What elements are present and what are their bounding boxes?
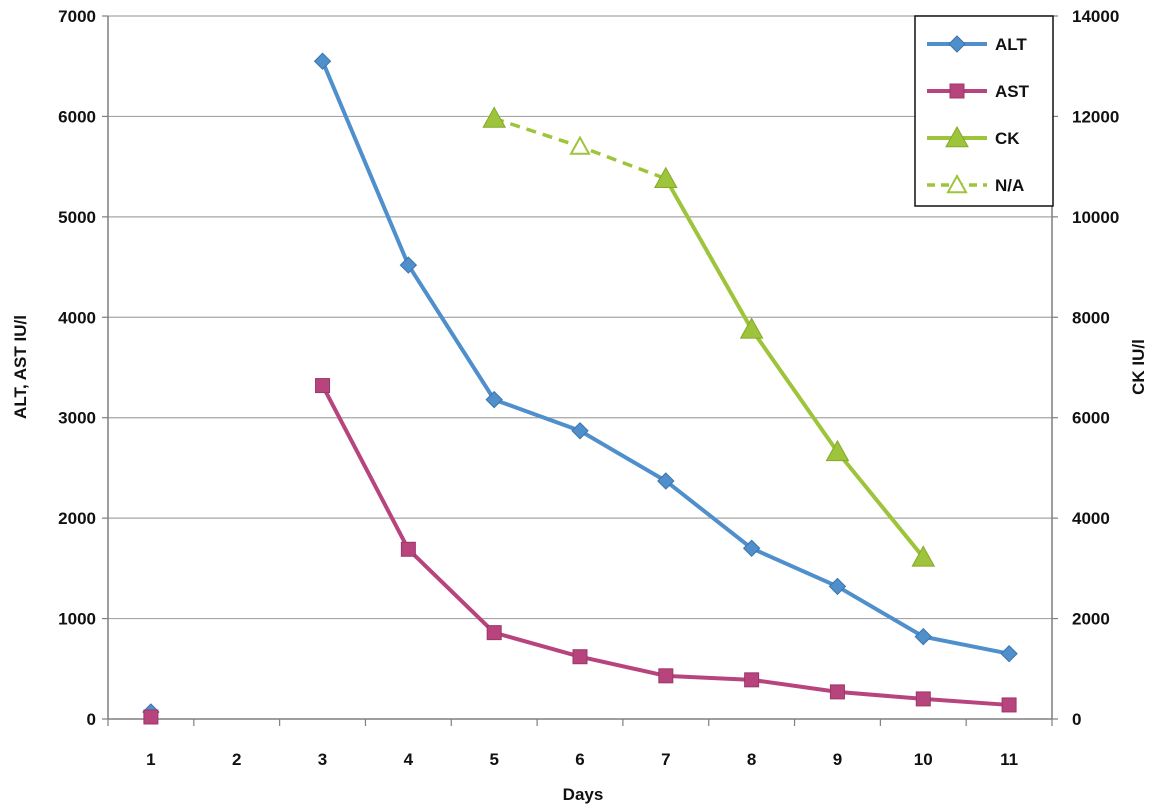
x-axis-label: Days [563,785,604,804]
data-point-alt-10 [914,627,932,646]
legend-label-ast: AST [995,82,1030,101]
data-point-alt-7 [657,472,675,490]
tick-label-x-10: 10 [914,750,933,769]
data-point-alt-3 [313,52,332,70]
tick-label-x-1: 1 [146,750,155,769]
axes [107,16,1053,720]
data-point-ast-5 [486,625,502,641]
tick-label-right-8000: 8000 [1072,308,1110,327]
grid-lines [108,15,1052,620]
data-point-alt-4 [399,256,418,274]
tick-label-left-0: 0 [87,710,96,729]
tick-label-right-10000: 10000 [1072,208,1119,227]
data-point-ast-8 [744,672,760,688]
data-point-ck-10 [911,545,936,567]
tick-label-left-6000: 6000 [58,107,96,126]
data-point-ast-4 [400,541,416,557]
legend-label-alt: ALT [995,35,1027,54]
y-axis-label-right: CK IU/l [1129,339,1148,395]
legend-box [914,15,1054,207]
data-point-ast-7 [658,668,674,684]
data-point-ast-1 [143,709,159,725]
right-axis-ticks: 0 2000 4000 6000 8000 10000 12000 14000 [1052,7,1119,729]
tick-label-x-5: 5 [489,750,498,769]
legend-marker-ast [949,83,965,99]
left-axis-ticks: 0 1000 2000 3000 4000 5000 6000 7000 [58,7,108,729]
tick-label-x-4: 4 [404,750,414,769]
data-point-na-6 [569,135,591,155]
data-point-ast-10 [915,691,931,707]
series-line-ast-0 [320,383,1012,707]
tick-label-left-5000: 5000 [58,208,96,227]
tick-label-x-9: 9 [833,750,842,769]
tick-label-left-1000: 1000 [58,610,96,629]
legend-label-ck: CK [995,129,1020,148]
data-point-ast-11 [1001,697,1017,713]
data-point-ck-9 [825,439,850,462]
tick-label-right-12000: 12000 [1072,107,1119,126]
data-point-ck-8 [739,317,764,339]
series-markers [142,52,1018,725]
legend-marker-ck [945,125,969,148]
tick-label-x-11: 11 [1000,750,1018,769]
x-axis-ticks: 1 2 3 4 5 6 7 8 9 10 11 [107,719,1053,769]
tick-label-left-2000: 2000 [58,509,96,528]
tick-label-left-3000: 3000 [58,409,96,428]
data-point-ck-7 [653,166,678,188]
y-axis-label-left: ALT, AST IU/l [11,315,30,419]
legend-marker-alt [948,35,966,53]
tick-label-x-3: 3 [318,750,327,769]
tick-label-left-4000: 4000 [58,308,96,327]
series-line-ck-0 [663,176,926,560]
tick-label-right-0: 0 [1072,710,1081,729]
tick-label-right-6000: 6000 [1072,409,1110,428]
series-lines [320,59,1012,707]
tick-label-x-7: 7 [661,750,670,769]
legend: ALT AST CK N/A [914,15,1054,207]
data-point-alt-5 [485,390,503,409]
data-point-alt-6 [571,422,589,440]
tick-label-right-14000: 14000 [1072,7,1119,26]
legend-marker-na [946,173,968,194]
data-point-alt-8 [742,539,761,557]
data-point-ast-3 [315,378,331,394]
tick-label-x-8: 8 [747,750,756,769]
tick-label-left-7000: 7000 [58,7,96,26]
data-point-ast-6 [572,649,588,665]
tick-label-right-4000: 4000 [1072,509,1110,528]
tick-label-x-6: 6 [575,750,584,769]
data-point-ast-9 [829,684,845,700]
data-point-alt-11 [1000,645,1018,663]
tick-label-right-2000: 2000 [1072,610,1110,629]
tick-label-x-2: 2 [232,750,241,769]
legend-label-na: N/A [995,176,1024,195]
data-point-alt-9 [828,577,847,596]
data-point-ck-5 [482,106,507,128]
